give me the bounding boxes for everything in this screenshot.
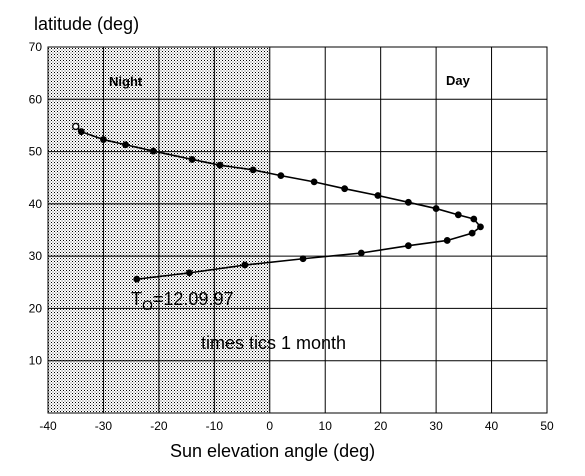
- plot-frame: [47, 46, 548, 414]
- x-axis-title: Sun elevation angle (deg): [170, 441, 375, 461]
- t0-main: T: [131, 289, 142, 309]
- x-tick-label: 10: [319, 419, 333, 433]
- data-point: [454, 211, 462, 219]
- y-tick-label: 10: [29, 354, 43, 368]
- t0-annotation: TO=12.09.97: [131, 289, 233, 313]
- data-point: [432, 205, 440, 212]
- y-tick-label: 20: [29, 301, 43, 315]
- y-tick-label: 30: [29, 249, 43, 263]
- trajectory-points: [72, 122, 484, 283]
- data-point: [470, 215, 478, 223]
- y-tick-label: 50: [29, 145, 43, 159]
- y-tick-labels: 10 20 30 40 50 60 70: [29, 40, 43, 368]
- start-point-marker: [72, 122, 80, 131]
- y-axis-title: latitude (deg): [34, 14, 139, 34]
- t0-subscript: O: [142, 297, 153, 313]
- data-point: [100, 136, 107, 143]
- x-tick-label: -40: [39, 419, 57, 433]
- y-tick-label: 40: [29, 197, 43, 211]
- data-point: [122, 141, 130, 149]
- x-tick-label: -30: [95, 419, 113, 433]
- data-point: [477, 223, 484, 231]
- data-point: [77, 128, 85, 136]
- data-point: [133, 275, 141, 283]
- x-tick-label: 20: [374, 419, 388, 433]
- data-point: [468, 229, 476, 237]
- data-point: [404, 242, 412, 250]
- data-point: [241, 261, 249, 269]
- data-point: [341, 185, 349, 193]
- ticks-note: times tics 1 month: [201, 333, 346, 353]
- data-point: [249, 166, 257, 174]
- data-point: [443, 237, 451, 244]
- y-tick-label: 70: [29, 40, 43, 54]
- data-point: [188, 156, 196, 163]
- data-point: [310, 178, 318, 186]
- data-point: [299, 255, 307, 263]
- y-tick-label: 60: [29, 92, 43, 106]
- data-point: [149, 147, 157, 155]
- t0-value: =12.09.97: [153, 289, 234, 309]
- data-point: [357, 249, 365, 257]
- data-point: [216, 161, 224, 169]
- x-tick-label: 0: [266, 419, 273, 433]
- data-point: [185, 269, 193, 277]
- x-tick-labels: -40 -30 -20 -10 0 10 20 30 40 50: [39, 419, 554, 433]
- x-tick-label: 40: [485, 419, 499, 433]
- x-tick-label: -10: [206, 419, 224, 433]
- data-point: [404, 198, 412, 206]
- data-point: [374, 192, 382, 199]
- x-tick-label: 30: [429, 419, 443, 433]
- day-label: Day: [446, 73, 471, 88]
- x-tick-label: -20: [150, 419, 168, 433]
- data-point: [277, 172, 285, 180]
- x-tick-label: 50: [540, 419, 554, 433]
- night-label: Night: [109, 74, 143, 89]
